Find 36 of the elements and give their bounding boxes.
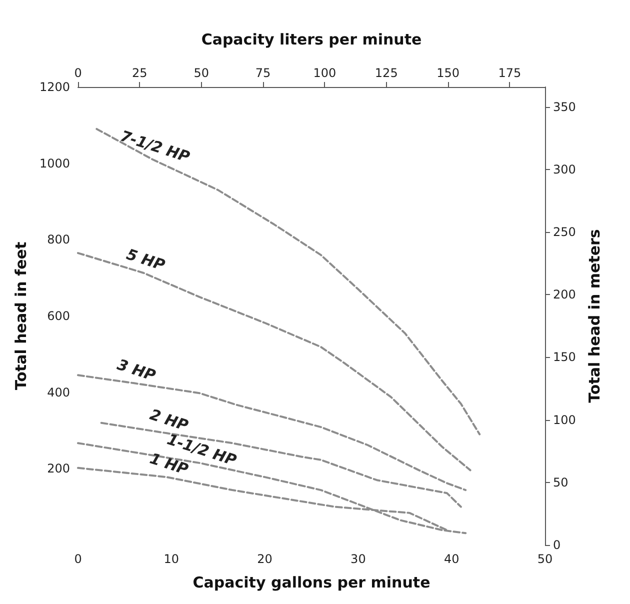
x2-tick-label: 0	[74, 66, 82, 80]
text: 5 HP	[124, 245, 168, 274]
y2-tick-label: 50	[553, 475, 568, 490]
y2-tick-label: 350	[553, 100, 576, 114]
x2-tick-label: 100	[313, 66, 336, 80]
y2-tick-label: 200	[553, 288, 576, 302]
x2-tick-label: 25	[132, 66, 148, 80]
y2-tick-label: 150	[553, 350, 576, 364]
y2-tick-label: 100	[553, 412, 576, 427]
text: 7-1/2 HP	[118, 126, 192, 166]
y-tick-label: 200	[47, 462, 70, 476]
y-tick-label: 1200	[39, 80, 70, 94]
text: 3 HP	[114, 355, 158, 385]
y2-tick-label: 300	[553, 162, 576, 176]
text: 2 HP	[148, 405, 190, 435]
y-tick-label: 600	[47, 309, 70, 323]
y-tick-label: 1000	[39, 156, 70, 170]
y2-tick-label: 250	[553, 224, 576, 239]
x2-axis-title: Capacity liters per minute	[201, 30, 422, 48]
x-tick-label: 20	[257, 552, 272, 566]
x-tick-label: 30	[350, 552, 366, 566]
y-tick-label: 400	[47, 385, 70, 400]
x2-tick-label: 175	[498, 66, 522, 80]
x2-tick-label: 150	[436, 66, 460, 80]
x2-tick-label: 75	[255, 66, 271, 80]
y-tick-label: 800	[47, 232, 70, 247]
x2-tick-label: 125	[374, 66, 398, 80]
y2-axis-title: Total head in meters	[585, 229, 604, 403]
x-tick-label: 40	[444, 552, 460, 566]
x-axis-title: Capacity gallons per minute	[192, 574, 430, 592]
x-tick-label: 50	[537, 552, 553, 566]
y2-tick-label: 0	[553, 538, 561, 552]
x-tick-label: 0	[74, 552, 82, 566]
y-axis-title: Total head in feet	[12, 242, 30, 390]
x-tick-label: 10	[164, 552, 180, 566]
x2-tick-label: 50	[194, 66, 209, 80]
